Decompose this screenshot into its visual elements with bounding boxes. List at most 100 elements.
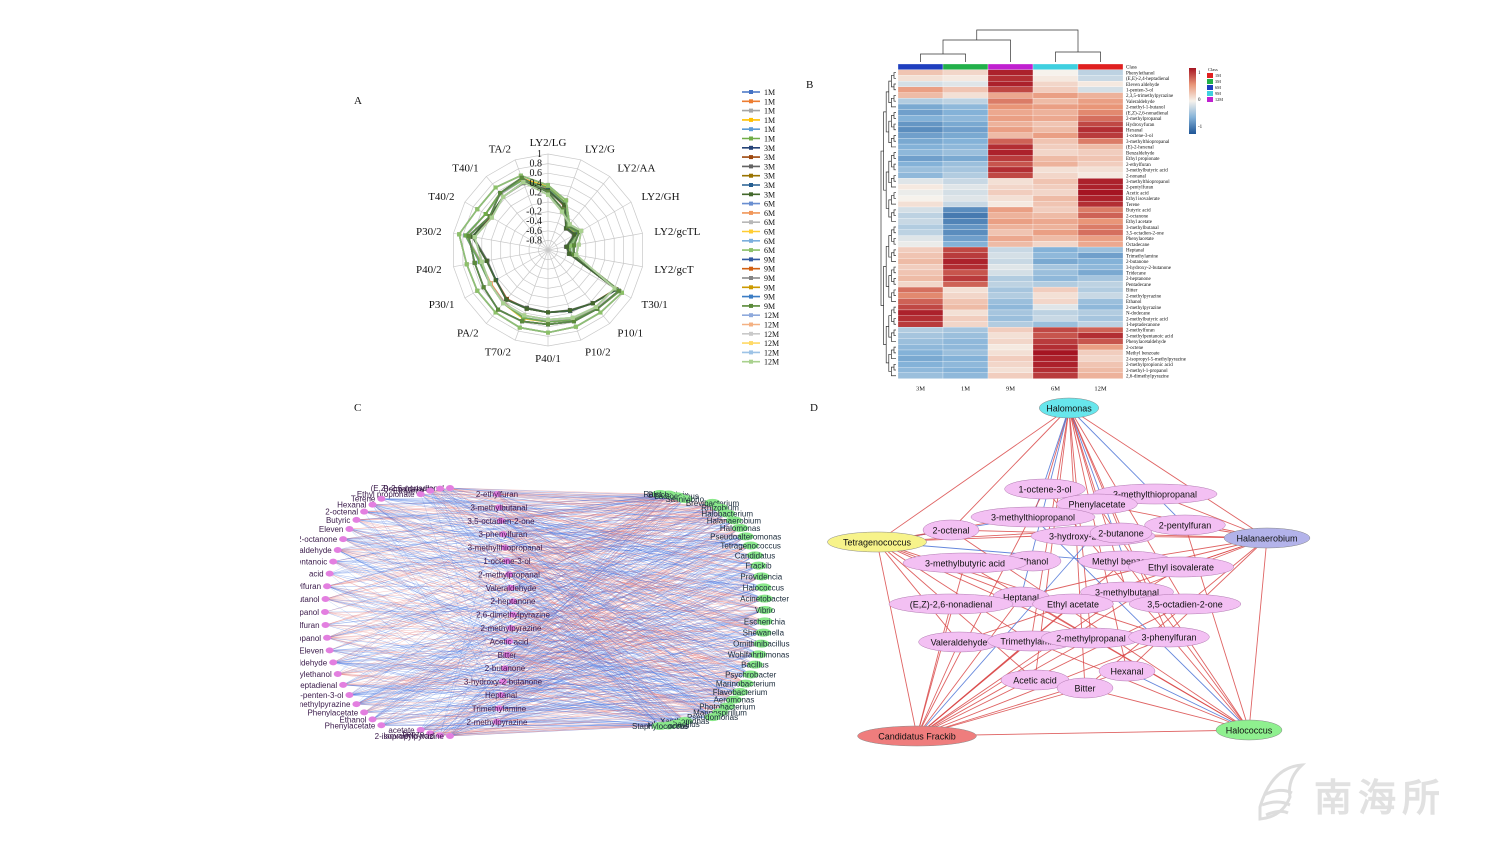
network-c-compound-node — [325, 647, 334, 654]
network-d-edge — [876, 541, 918, 737]
dendrogram-branch — [885, 171, 889, 209]
heatmap-class-bar — [1077, 63, 1124, 70]
radar-point — [483, 212, 488, 216]
radar-spoke — [547, 176, 610, 251]
network-c-compound-node — [493, 718, 501, 725]
heatmap-cell — [1032, 201, 1079, 208]
legend-marker — [749, 164, 753, 169]
heatmap-cell — [897, 235, 944, 242]
heatmap-cell — [897, 332, 944, 339]
network-c-compound-label: 2-isopropylpyrazine — [375, 732, 445, 741]
network-c-edge — [506, 560, 756, 665]
network-c-edge — [504, 493, 661, 548]
network-c-edge — [498, 507, 762, 577]
legend-marker — [749, 331, 753, 336]
heatmap-cell — [897, 241, 944, 248]
legend-marker — [749, 155, 753, 160]
network-d-microbe-node — [1039, 397, 1099, 419]
heatmap-cell — [1077, 92, 1124, 99]
network-c-edge — [364, 643, 762, 713]
network-c-compound-label: 2-pentylfuran — [300, 621, 320, 630]
network-c-edge — [364, 511, 506, 548]
dendrogram-branch — [880, 150, 884, 306]
heatmap-cell — [942, 132, 989, 139]
network-c-edge — [496, 609, 766, 723]
network-c-edge — [502, 533, 765, 599]
heatmap-cell — [897, 252, 944, 259]
dendrogram-branch — [893, 249, 896, 256]
network-c-edge — [496, 493, 759, 655]
heatmap-cell — [987, 201, 1034, 208]
heatmap-cell — [1032, 264, 1079, 271]
radar-point — [572, 232, 577, 237]
legend-marker — [749, 136, 753, 141]
network-c-compound-label: Heptanal — [485, 691, 517, 700]
network-d-edge — [1068, 407, 1186, 526]
heatmap-cell — [897, 195, 944, 202]
legend-marker — [749, 248, 753, 253]
radar-axis-label: P10/1 — [617, 328, 643, 340]
radar-axis-label: TA/2 — [489, 144, 511, 156]
legend-label: 6M — [764, 246, 775, 255]
network-c-edge — [329, 650, 759, 655]
radar-point — [546, 192, 550, 197]
network-c-edge — [440, 723, 677, 736]
network-c-edge — [449, 721, 498, 737]
heatmap-cell — [987, 372, 1034, 379]
radar-point — [612, 286, 617, 291]
network-d-compound-label: Phenylacetate — [1068, 500, 1125, 510]
heatmap-cell — [897, 189, 944, 196]
network-c-edge — [337, 673, 728, 707]
network-c-edge — [508, 574, 685, 722]
network-c-compound-node — [360, 709, 369, 716]
heatmap-cell — [1032, 372, 1079, 379]
network-c-edge — [449, 487, 759, 566]
network-c-edge — [504, 632, 764, 669]
network-c-edge — [430, 490, 512, 629]
network-d-edge — [1032, 516, 1250, 731]
heatmap-cell — [987, 103, 1034, 110]
heatmap-row-label: Trimethylamine — [1126, 254, 1159, 259]
network-c-edge — [333, 662, 721, 713]
network-d-compound-node — [1056, 677, 1114, 699]
heatmap-cell — [1077, 338, 1124, 345]
heatmap-cell — [1032, 338, 1079, 345]
heatmap-cell — [897, 246, 944, 253]
network-d-nodes: 1-octene-3-ol 3-methylthiopropanalPhenyla… — [827, 397, 1311, 747]
heatmap-row-label: 3,5-octadien-2-one — [1126, 231, 1165, 236]
network-c-edge — [496, 493, 751, 675]
legend-label: 3M — [764, 153, 775, 162]
network-c-edge — [372, 504, 759, 566]
network-c-edge — [333, 662, 751, 675]
network-d-compound-node — [1004, 478, 1086, 500]
network-c-edge — [430, 490, 746, 684]
heatmap-cell — [1032, 281, 1079, 288]
heatmap-cell — [1032, 138, 1079, 145]
network-c-edge — [496, 493, 764, 588]
heatmap-row-label: Butyric acid — [1126, 209, 1151, 214]
heatmap-cells — [897, 63, 1124, 379]
network-c-edge — [381, 498, 755, 556]
network-c-edge — [502, 533, 762, 577]
watermark-text: 南海所 — [1314, 776, 1447, 820]
heatmap-cell — [1077, 212, 1124, 219]
network-c-edge — [343, 601, 514, 686]
network-c-edge — [496, 712, 721, 723]
heatmap-cell — [942, 258, 989, 265]
network-c-edge — [506, 560, 669, 726]
radar-spoke — [547, 249, 643, 268]
network-d-compound-node — [1056, 493, 1138, 515]
network-c-compound-node — [339, 536, 348, 543]
radar-point — [563, 200, 568, 205]
heatmap-cell — [987, 183, 1034, 190]
heatmap-cell — [1032, 149, 1079, 156]
heatmap-cell — [942, 304, 989, 311]
network-c-edge — [498, 691, 741, 709]
network-c-edge — [430, 490, 685, 722]
network-c-edge — [364, 511, 746, 537]
dendrogram-branch — [893, 318, 896, 325]
heatmap-cell — [1077, 241, 1124, 248]
network-c-compound-node — [323, 634, 332, 641]
heatmap-cell — [942, 241, 989, 248]
network-c-edge — [498, 643, 762, 709]
